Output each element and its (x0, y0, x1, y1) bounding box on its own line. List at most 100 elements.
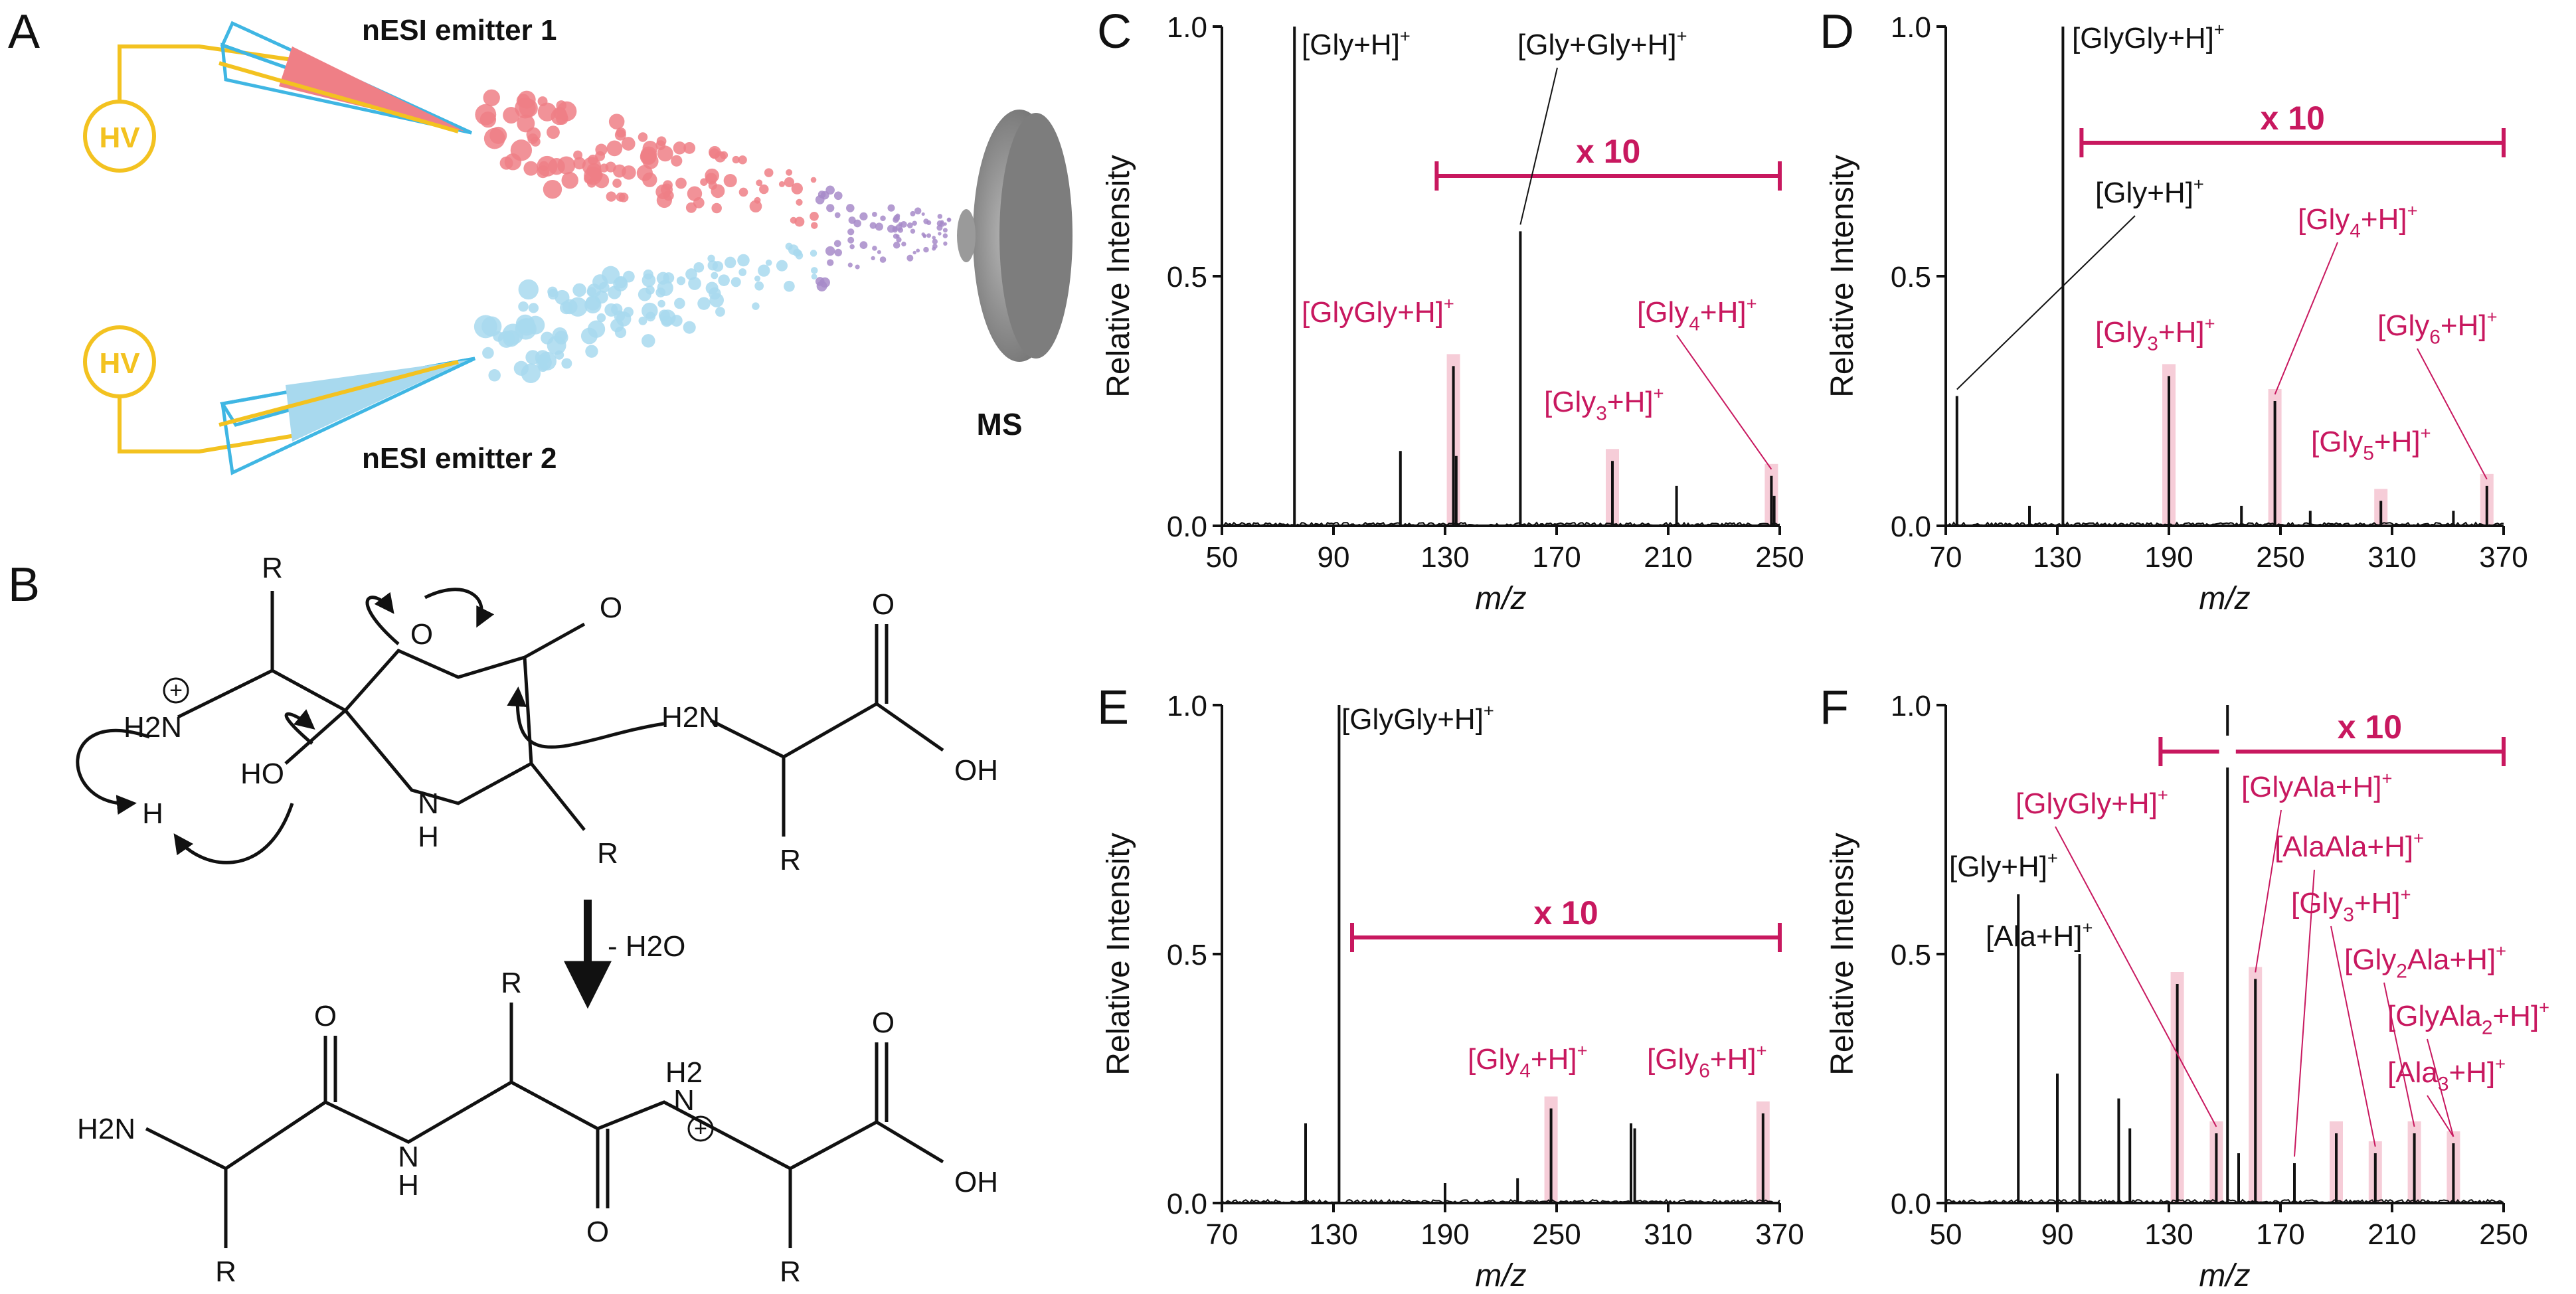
atom-label: H2 (665, 1056, 703, 1089)
droplet (547, 286, 558, 297)
peak-annotation: [Gly2Ala+H]+ (2344, 941, 2506, 983)
droplet (705, 282, 719, 295)
droplet (488, 369, 501, 382)
droplet (914, 207, 922, 214)
annotation-leader (2274, 242, 2338, 395)
droplet (811, 274, 817, 280)
droplet (826, 204, 835, 212)
droplet (847, 262, 853, 268)
peak-annotation: [GlyGly+H]+ (1302, 293, 1454, 329)
annotation-leader (2417, 348, 2488, 480)
droplet (598, 282, 610, 293)
droplet (673, 141, 687, 155)
droplet (847, 228, 855, 236)
droplet (912, 250, 916, 255)
droplet (810, 250, 817, 257)
nesi-emitter-1 (218, 21, 473, 135)
peak-annotation: [Gly3+H]+ (1544, 383, 1664, 425)
droplet (796, 199, 803, 206)
droplet (791, 183, 803, 195)
droplet (887, 204, 895, 212)
x-tick-label: 370 (2479, 541, 2528, 574)
droplet (555, 350, 564, 360)
droplet (572, 283, 586, 297)
peak-annotation: [Gly+H]+ (2095, 174, 2204, 209)
droplet (535, 350, 551, 365)
droplet (638, 316, 647, 325)
atom-label: O (872, 1007, 895, 1039)
annotation-leader (2255, 809, 2282, 973)
y-axis-label: Relative Intensity (1825, 833, 1860, 1076)
charge-symbol: + (169, 678, 183, 703)
droplet (700, 178, 708, 186)
droplet (758, 264, 770, 277)
peak-annotation: [Gly+Gly+H]+ (1517, 26, 1687, 61)
atom-label: HO (240, 758, 284, 790)
droplet (621, 137, 636, 151)
charge-symbol: + (694, 1116, 707, 1141)
droplet (906, 222, 913, 228)
panel-letter-c: C (1097, 5, 1132, 58)
ms-inlet (957, 110, 1073, 362)
droplet (519, 98, 538, 118)
spray-droplets (473, 89, 952, 383)
droplet (613, 276, 628, 292)
droplet (595, 290, 608, 304)
droplet (943, 241, 948, 246)
droplet (810, 212, 819, 221)
droplet (912, 220, 917, 226)
droplet (718, 274, 730, 286)
droplet (543, 179, 562, 199)
droplet (712, 261, 724, 272)
y-tick-label: 0.5 (1167, 939, 1207, 971)
atom-label: H2N (77, 1113, 135, 1145)
annotation-leader (2055, 826, 2217, 1127)
hv-label-1: HV (99, 121, 140, 154)
droplet (670, 315, 683, 327)
droplet (675, 177, 687, 189)
droplet (614, 129, 626, 141)
droplet (810, 177, 817, 183)
droplet (527, 133, 539, 145)
annotation-leader (2427, 1038, 2454, 1137)
atom-label: O (314, 1000, 337, 1032)
mechanism-arrow-1 (76, 728, 150, 815)
x-tick-label: 170 (1532, 541, 1581, 574)
droplet (937, 214, 943, 219)
droplet (614, 326, 627, 339)
droplet (697, 297, 711, 310)
atom-label: R (262, 552, 283, 584)
x-tick-label: 130 (1309, 1218, 1357, 1251)
droplet (921, 232, 925, 236)
droplet (612, 164, 626, 178)
atom-label: O (410, 618, 433, 651)
atom-label: H (142, 797, 163, 830)
x-tick-label: 210 (2367, 1218, 2416, 1251)
panel-letters: A B C D E F (8, 5, 1854, 734)
zoom-label: x 10 (2261, 100, 2325, 137)
droplet (596, 313, 606, 323)
mechanism-arrow-6 (507, 687, 665, 749)
droplet (871, 256, 875, 261)
droplet (518, 301, 529, 312)
droplet (786, 169, 793, 176)
droplet (732, 155, 740, 164)
mechanism-bonds-bottom (145, 1003, 944, 1248)
droplet (655, 287, 666, 297)
droplet (871, 212, 877, 217)
droplet (608, 114, 625, 129)
y-tick-label: 0.5 (1167, 261, 1207, 293)
droplet (523, 161, 539, 176)
droplet (784, 177, 794, 187)
droplet (715, 307, 725, 317)
droplet (590, 168, 603, 182)
hv-label-2: HV (99, 347, 140, 380)
droplet (483, 89, 500, 106)
mechanism-arrow-3 (284, 709, 315, 745)
peak-annotation: [Gly+H]+ (1949, 848, 2058, 883)
peak-annotation: [Gly+H]+ (1302, 26, 1411, 61)
droplet (711, 184, 725, 199)
droplet (517, 114, 535, 133)
zoom-label: x 10 (1533, 894, 1598, 931)
zoom-gap (2219, 736, 2236, 768)
